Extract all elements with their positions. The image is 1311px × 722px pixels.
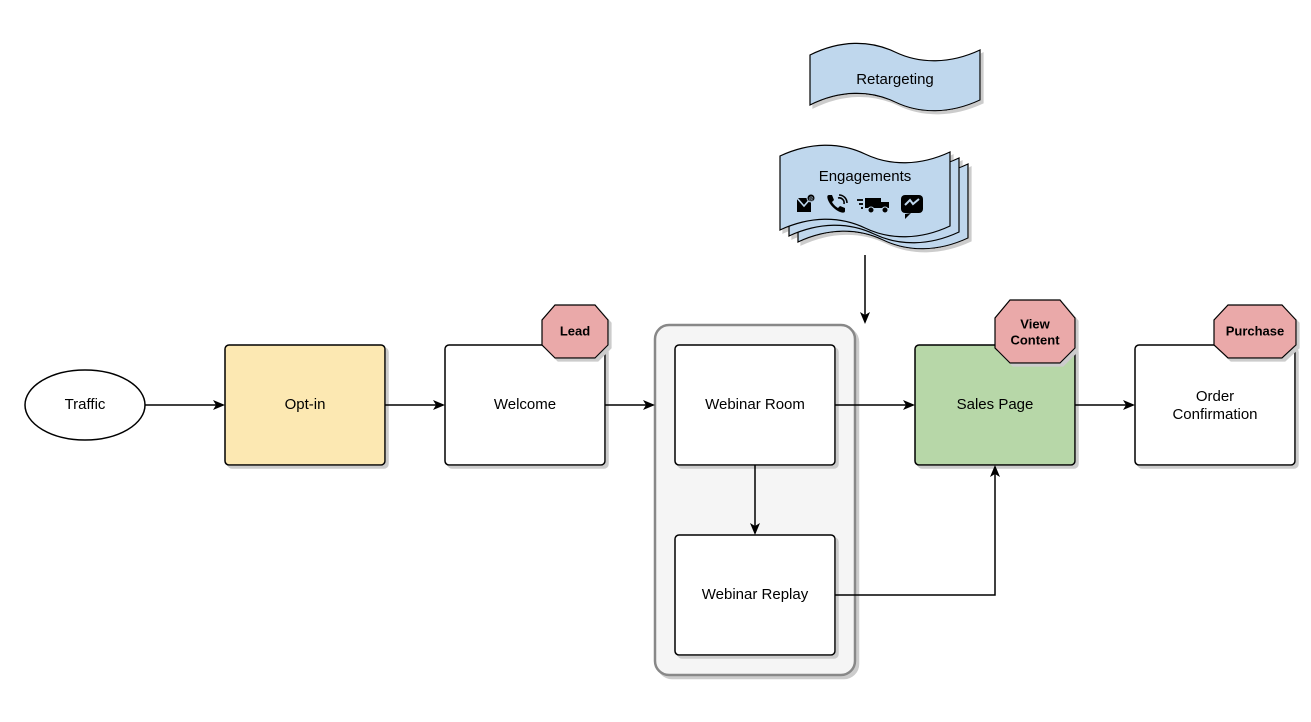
label-optin: Opt-in: [285, 396, 326, 413]
label-order-line2: Confirmation: [1172, 406, 1257, 423]
flag-engagements: Engagements @: [780, 145, 968, 249]
node-webinar-room: Webinar Room: [675, 345, 835, 465]
label-welcome: Welcome: [494, 396, 556, 413]
flag-retargeting: Retargeting: [810, 43, 980, 110]
node-order-confirmation: Order Confirmation: [1135, 345, 1295, 465]
node-traffic: Traffic: [25, 370, 145, 440]
badge-view-content-line1: View: [1020, 316, 1050, 331]
label-webinar-replay: Webinar Replay: [702, 586, 809, 603]
badge-purchase-label: Purchase: [1226, 323, 1285, 338]
badge-purchase: Purchase: [1214, 305, 1296, 358]
edge-replay-sales: [835, 467, 995, 595]
label-retargeting: Retargeting: [856, 71, 934, 88]
flowchart-diagram: Traffic Opt-in Welcome Webinar Room Webi…: [0, 0, 1311, 722]
label-engagements: Engagements: [819, 168, 912, 185]
badge-view-content-line2: Content: [1010, 332, 1060, 347]
label-sales-page: Sales Page: [957, 396, 1034, 413]
label-webinar-room: Webinar Room: [705, 396, 805, 413]
node-welcome: Welcome: [445, 345, 605, 465]
svg-text:@: @: [808, 197, 813, 203]
label-order-line1: Order: [1196, 388, 1234, 405]
badge-lead: Lead: [542, 305, 608, 358]
badge-lead-label: Lead: [560, 323, 590, 338]
label-traffic: Traffic: [65, 396, 106, 413]
badge-view-content: View Content: [995, 300, 1075, 363]
node-optin: Opt-in: [225, 345, 385, 465]
node-webinar-replay: Webinar Replay: [675, 535, 835, 655]
